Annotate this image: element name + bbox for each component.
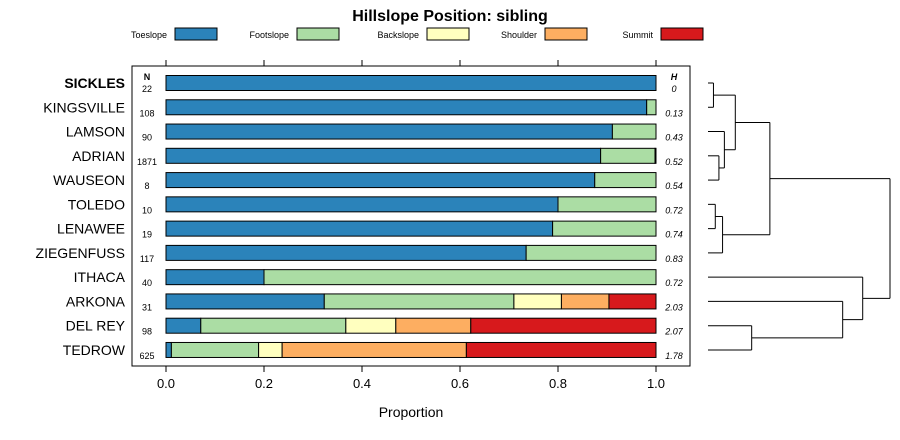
bar-adrian-toeslope: [165, 147, 602, 164]
row-n-adrian: 1871: [137, 157, 157, 167]
row-h-sickles: 0: [671, 84, 676, 94]
bar-ziegenfuss-footslope: [525, 244, 657, 261]
legend: Toeslope Footslope Backslope Shoulder Summit: [131, 27, 704, 41]
row-h-ziegenfuss: 0.83: [665, 254, 683, 264]
bar-ithaca-footslope: [263, 269, 657, 286]
row-label-sickles: SICKLES: [64, 75, 125, 91]
h-column-header: H: [671, 72, 678, 82]
x-tick-label-1-0: 1.0: [647, 376, 665, 391]
row-label-lamson: LAMSON: [66, 124, 125, 140]
bar-wauseon-footslope: [594, 172, 657, 189]
dendrogram: [708, 82, 891, 351]
bar-tedrow-footslope: [170, 341, 260, 358]
bar-lamson-footslope: [611, 123, 657, 140]
bar-adrian-backslope: [654, 147, 657, 164]
row-label-del-rey: DEL REY: [66, 318, 126, 334]
x-axis: 0.0 0.2 0.4 0.6 0.8 1.0: [157, 60, 665, 391]
row-n-arkona: 31: [142, 302, 152, 312]
row-label-lenawee: LENAWEE: [57, 221, 125, 237]
row-label-ithaca: ITHACA: [74, 269, 126, 285]
bar-tedrow-summit: [465, 341, 657, 358]
x-tick-label-0-6: 0.6: [451, 376, 469, 391]
legend-swatch-footslope: [296, 27, 340, 41]
bar-tedrow-toeslope: [165, 341, 172, 358]
row-label-adrian: ADRIAN: [72, 148, 125, 164]
legend-label-toeslope: Toeslope: [131, 30, 167, 40]
row-label-arkona: ARKONA: [66, 293, 126, 309]
row-n-lenawee: 19: [142, 230, 152, 240]
n-column-header: N: [144, 72, 151, 82]
row-h-lamson: 0.43: [665, 133, 683, 143]
x-tick-label-0-8: 0.8: [549, 376, 567, 391]
row-h-ithaca: 0.72: [665, 278, 683, 288]
x-tick-label-0-2: 0.2: [255, 376, 273, 391]
row-label-wauseon: WAUSEON: [53, 172, 125, 188]
bar-lenawee-toeslope: [165, 220, 554, 237]
plot-frame: [131, 65, 691, 367]
row-label-tedrow: TEDROW: [63, 342, 126, 358]
row-n-kingsville: 108: [139, 108, 154, 118]
row-label-kingsville: KINGSVILLE: [43, 99, 125, 115]
x-axis-label: Proportion: [379, 404, 444, 420]
bar-lamson-toeslope: [165, 123, 613, 140]
bar-arkona-summit: [608, 293, 657, 310]
row-label-toledo: TOLEDO: [68, 196, 125, 212]
bar-del-rey-shoulder: [395, 317, 472, 334]
bar-kingsville-footslope: [646, 99, 657, 116]
bar-toledo-footslope: [557, 196, 657, 213]
bar-arkona-backslope: [513, 293, 562, 310]
row-h-kingsville: 0.13: [665, 108, 683, 118]
row-h-adrian: 0.52: [665, 157, 683, 167]
bar-arkona-toeslope: [165, 293, 325, 310]
legend-swatch-summit: [660, 27, 704, 41]
row-n-toledo: 10: [142, 205, 152, 215]
legend-label-footslope: Footslope: [249, 30, 289, 40]
bar-arkona-footslope: [323, 293, 515, 310]
row-h-del-rey: 2.07: [664, 327, 684, 337]
bar-del-rey-toeslope: [165, 317, 202, 334]
row-n-tedrow: 625: [139, 351, 154, 361]
bar-ithaca-toeslope: [165, 269, 265, 286]
bar-del-rey-backslope: [345, 317, 397, 334]
legend-swatch-shoulder: [544, 27, 588, 41]
bar-adrian-footslope: [600, 147, 656, 164]
row-n-wauseon: 8: [144, 181, 149, 191]
bar-ziegenfuss-toeslope: [165, 244, 527, 261]
row-h-wauseon: 0.54: [665, 181, 683, 191]
row-n-lamson: 90: [142, 133, 152, 143]
x-tick-label-0-4: 0.4: [353, 376, 371, 391]
row-h-toledo: 0.72: [665, 205, 683, 215]
bar-sickles-toeslope: [165, 75, 657, 91]
bar-wauseon-toeslope: [165, 172, 596, 189]
bar-tedrow-backslope: [258, 341, 283, 358]
bar-lenawee-footslope: [552, 220, 657, 237]
row-n-sickles: 22: [142, 84, 152, 94]
row-n-del-rey: 98: [142, 327, 152, 337]
legend-label-shoulder: Shoulder: [501, 30, 537, 40]
row-n-ithaca: 40: [142, 278, 152, 288]
legend-label-summit: Summit: [622, 30, 653, 40]
bar-kingsville-toeslope: [165, 99, 648, 116]
bar-del-rey-footslope: [200, 317, 347, 334]
legend-swatch-backslope: [426, 27, 470, 41]
legend-swatch-toeslope: [174, 27, 218, 41]
bar-arkona-shoulder: [560, 293, 610, 310]
row-h-lenawee: 0.74: [665, 230, 683, 240]
row-h-arkona: 2.03: [664, 302, 683, 312]
bar-toledo-toeslope: [165, 196, 559, 213]
chart-title: Hillslope Position: sibling: [352, 8, 548, 25]
row-n-ziegenfuss: 117: [140, 254, 154, 264]
row-label-ziegenfuss: ZIEGENFUSS: [36, 245, 125, 261]
legend-label-backslope: Backslope: [377, 30, 419, 40]
bar-del-rey-summit: [470, 317, 657, 334]
row-h-tedrow: 1.78: [665, 351, 683, 361]
x-tick-label-0-0: 0.0: [157, 376, 175, 391]
bar-tedrow-shoulder: [281, 341, 467, 358]
